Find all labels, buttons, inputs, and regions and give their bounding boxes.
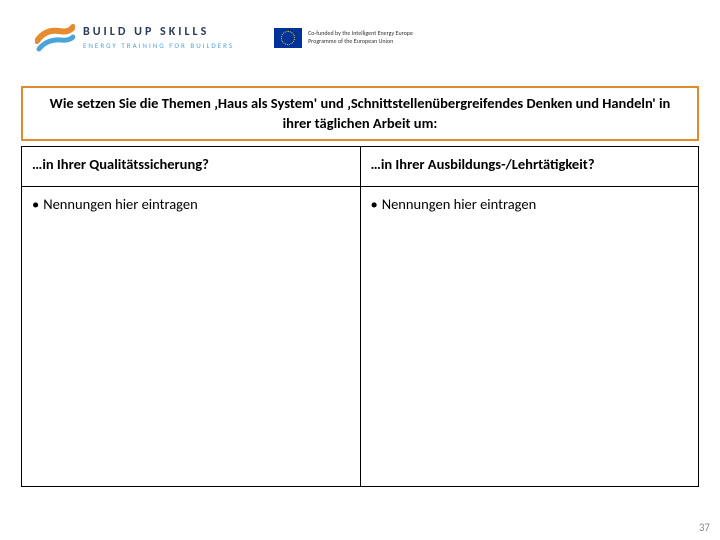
table-header-row: …in Ihrer Qualitätssicherung? …in Ihrer … xyxy=(22,147,699,187)
cell-training: • Nennungen hier eintragen xyxy=(360,187,699,487)
col-header-quality: …in Ihrer Qualitätssicherung? xyxy=(22,147,361,187)
page-number: 37 xyxy=(699,521,710,534)
logo-subtitle: ENERGY TRAINING FOR BUILDERS xyxy=(83,41,234,50)
question-text: Wie setzen Sie die Themen ‚Haus als Syst… xyxy=(50,94,671,132)
logo-block: BUILD UP SKILLS ENERGY TRAINING FOR BUIL… xyxy=(35,23,234,53)
cell-quality-text: Nennungen hier eintragen xyxy=(43,195,197,213)
bullet-icon: • xyxy=(371,195,378,213)
logo-title: BUILD UP SKILLS xyxy=(83,25,234,39)
question-box: Wie setzen Sie die Themen ‚Haus als Syst… xyxy=(21,86,699,141)
col-header-training: …in Ihrer Ausbildungs-/Lehrtätigkeit? xyxy=(360,147,699,187)
table-row: • Nennungen hier eintragen • Nennungen h… xyxy=(22,187,699,487)
bullet-icon: • xyxy=(32,195,39,213)
eu-flag-icon xyxy=(274,28,302,48)
cell-training-text: Nennungen hier eintragen xyxy=(382,195,536,213)
eu-cofunding-block: Co-funded by the Intelligent Energy Euro… xyxy=(274,28,418,48)
logo-mark xyxy=(35,23,75,53)
cell-quality: • Nennungen hier eintragen xyxy=(22,187,361,487)
eu-cofunding-text: Co-funded by the Intelligent Energy Euro… xyxy=(308,30,418,44)
slide-header: BUILD UP SKILLS ENERGY TRAINING FOR BUIL… xyxy=(35,10,685,65)
logo-text: BUILD UP SKILLS ENERGY TRAINING FOR BUIL… xyxy=(83,25,234,50)
worksheet-table: …in Ihrer Qualitätssicherung? …in Ihrer … xyxy=(21,146,699,487)
